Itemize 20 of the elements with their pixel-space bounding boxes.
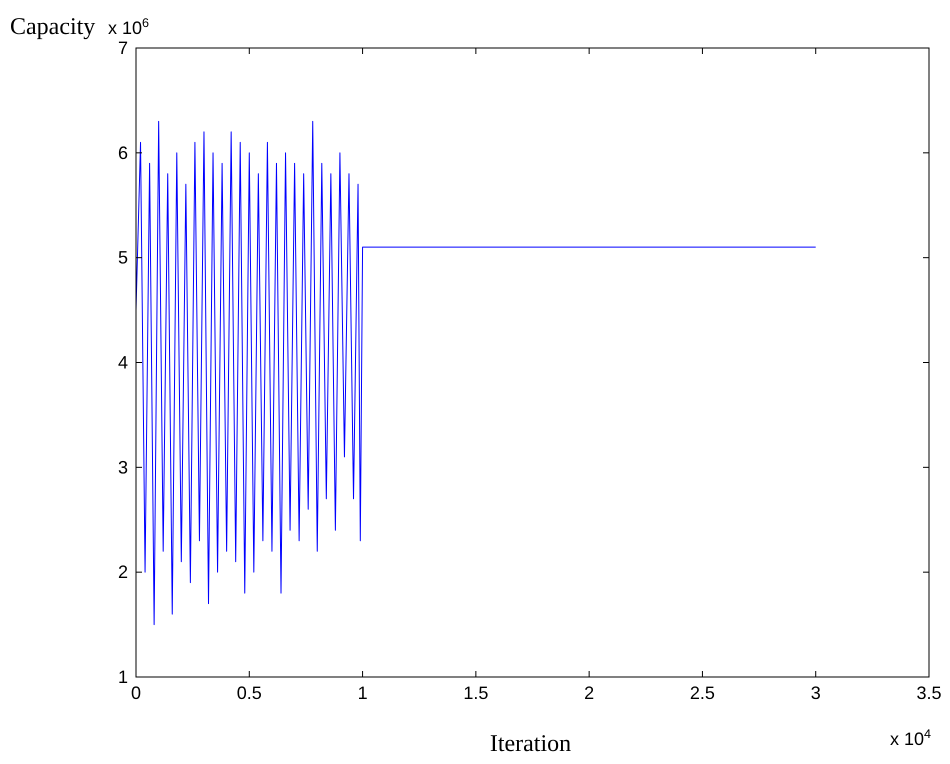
- y-tick-label: 2: [118, 562, 128, 582]
- x-tick-label: 2.5: [690, 683, 715, 703]
- y-tick-label: 7: [118, 38, 128, 58]
- y-tick-label: 1: [118, 667, 128, 687]
- text: x 10$^{4}$: [890, 727, 931, 749]
- x-tick-label: 0: [130, 683, 142, 703]
- x-tick-label: 3.5: [916, 683, 942, 703]
- line-series: [136, 120, 816, 626]
- x-axis-title: Iteration: [490, 731, 572, 757]
- y-tick-label: 5: [118, 248, 128, 268]
- x-tick-label: 1: [358, 683, 368, 703]
- x-tick-label: 1.5: [463, 683, 488, 703]
- text: x 10$^{6}$: [108, 16, 150, 38]
- y-tick-label: 6: [118, 142, 128, 163]
- y-axis-title: Capacity: [10, 14, 96, 40]
- x-tick-label: 2: [584, 683, 594, 703]
- x-tick-label: 3: [810, 683, 821, 703]
- y-tick-label: 4: [118, 352, 128, 372]
- y-tick-label: 3: [118, 457, 128, 478]
- x-tick-label: 0.5: [236, 683, 262, 703]
